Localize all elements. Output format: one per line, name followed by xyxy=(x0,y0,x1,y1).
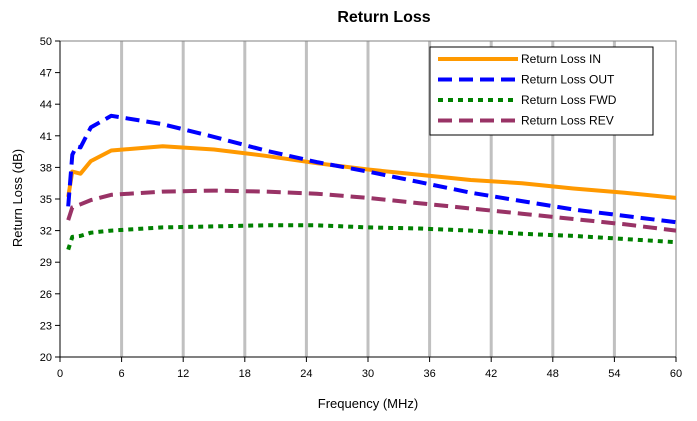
x-tick-label: 12 xyxy=(177,368,189,380)
y-tick-label: 23 xyxy=(40,320,52,332)
x-tick-label: 42 xyxy=(485,368,497,380)
series-line-2 xyxy=(66,113,677,225)
y-tick-label: 29 xyxy=(40,257,52,269)
y-tick-label: 35 xyxy=(40,194,52,206)
x-tick-label: 6 xyxy=(119,368,125,380)
x-tick-label: 24 xyxy=(300,368,312,380)
legend-label-4: Return Loss REV xyxy=(521,114,614,128)
series-line-1 xyxy=(66,144,677,200)
x-tick-label: 36 xyxy=(423,368,435,380)
x-tick-label: 54 xyxy=(608,368,620,380)
y-tick-label: 32 xyxy=(40,226,52,238)
chart-title: Return Loss xyxy=(337,9,430,26)
y-tick-label: 38 xyxy=(40,162,52,174)
y-tick-label: 50 xyxy=(40,36,52,48)
x-tick-label: 18 xyxy=(239,368,251,380)
x-tick-label: 0 xyxy=(57,368,63,380)
x-tick-label: 30 xyxy=(362,368,374,380)
y-tick-label: 44 xyxy=(40,99,52,111)
legend-label-2: Return Loss OUT xyxy=(521,73,615,87)
x-tick-label: 48 xyxy=(547,368,559,380)
y-tick-label: 20 xyxy=(40,352,52,364)
x-axis-title: Frequency (MHz) xyxy=(318,396,418,411)
y-tick-label: 26 xyxy=(40,289,52,301)
series-line-4 xyxy=(66,188,677,233)
legend-label-3: Return Loss FWD xyxy=(521,93,617,107)
y-tick-label: 41 xyxy=(40,131,52,143)
y-tick-label: 47 xyxy=(40,68,52,80)
legend: Return Loss IN Return Loss OUT Return Loss… xyxy=(429,46,654,136)
series-line-3 xyxy=(66,223,677,251)
x-tick-label: 60 xyxy=(670,368,682,380)
legend-label-1: Return Loss IN xyxy=(521,52,601,66)
y-axis-title: Return Loss (dB) xyxy=(10,149,25,247)
